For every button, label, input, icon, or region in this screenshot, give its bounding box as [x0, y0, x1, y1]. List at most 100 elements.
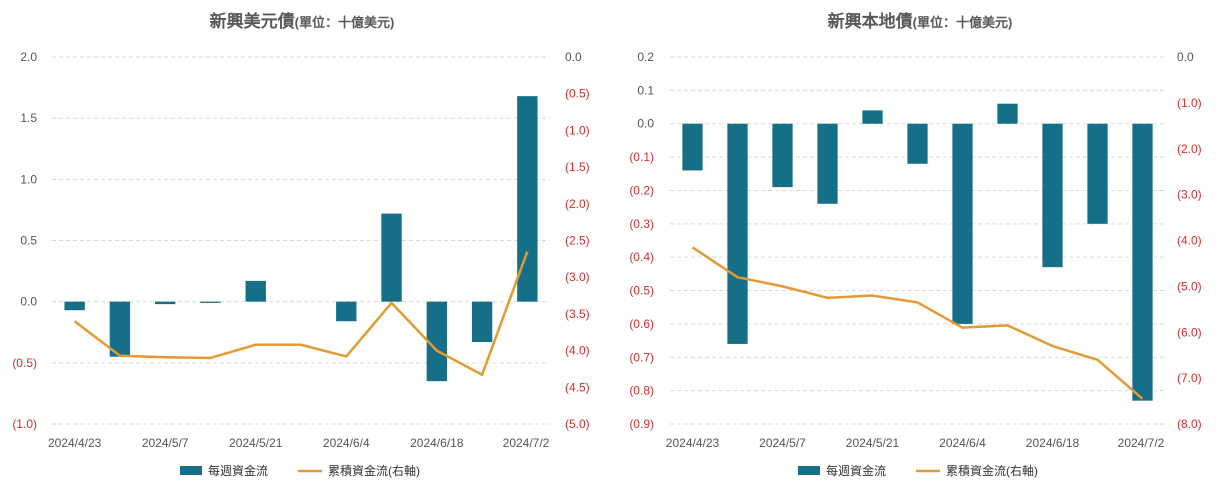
- bar: [245, 280, 266, 302]
- y-right-tick-label: (1.5): [565, 160, 590, 174]
- bar: [1087, 123, 1108, 224]
- y-left-tick-label: 0.1: [637, 83, 654, 97]
- x-tick-label: 2024/5/7: [142, 436, 189, 450]
- bar: [336, 301, 357, 322]
- y-left-tick-label: (0.1): [629, 150, 654, 164]
- y-left-tick-label: 0.0: [637, 117, 654, 131]
- x-tick-label: 2024/6/4: [939, 436, 986, 450]
- bar-series: [682, 103, 1153, 401]
- y-left-tick-label: (0.7): [629, 350, 654, 364]
- y-left-tick-label: (0.9): [629, 417, 654, 431]
- y-right-tick-label: (3.0): [1177, 188, 1202, 202]
- bar: [682, 123, 703, 171]
- chart-emerging-usd-bonds: 新興美元債(單位：十億美元) 2.0 1.5 1.0 0.5 0.0 (0.5) (1.0)…: [12, 11, 589, 478]
- bar: [200, 301, 221, 303]
- y-left-tick-label: (0.8): [629, 384, 654, 398]
- bar: [426, 301, 448, 382]
- x-tick-label: 2024/6/4: [323, 436, 370, 450]
- y-right-tick-label: 0.0: [1177, 50, 1194, 64]
- bar: [1132, 123, 1153, 401]
- y-right-tick-label: (5.0): [565, 417, 590, 431]
- y-left-tick-label: (0.4): [629, 250, 654, 264]
- y-right-tick-label: (8.0): [1177, 417, 1202, 431]
- chart-emerging-local-bonds: 新興本地債(單位：十億美元) 0.2 0.1 0.0 (0.1) (0.2) (0.3) (…: [629, 11, 1201, 478]
- chart-title-unit: (單位：十億美元): [295, 15, 395, 30]
- y-right-tick-label: (2.0): [1177, 142, 1202, 156]
- legend-bar-swatch: [180, 466, 202, 475]
- x-tick-label: 2024/5/21: [846, 436, 900, 450]
- x-tick-label: 2024/6/18: [1026, 436, 1080, 450]
- legend-bar-label: 每週資金流: [826, 463, 886, 478]
- y-left-tick-label: (1.0): [12, 417, 37, 431]
- y-left-tick-label: 1.0: [20, 172, 37, 186]
- legend: 每週資金流 累積資金流(右軸): [798, 463, 1038, 478]
- y-axis-left: 2.0 1.5 1.0 0.5 0.0 (0.5) (1.0): [12, 50, 37, 431]
- chart-title-unit: (單位：十億美元): [913, 15, 1013, 30]
- x-tick-label: 2024/7/2: [1118, 436, 1165, 450]
- bar: [907, 123, 928, 164]
- cumulative-flow-line: [691, 246, 1144, 400]
- x-tick-label: 2024/4/23: [666, 436, 720, 450]
- x-tick-label: 2024/7/2: [503, 436, 550, 450]
- legend-bar-swatch: [798, 466, 820, 475]
- bar: [381, 213, 402, 302]
- legend-line-label: 累積資金流(右軸): [946, 463, 1038, 478]
- cumulative-flow-line: [73, 251, 529, 377]
- y-right-tick-label: (4.0): [565, 344, 590, 358]
- y-left-tick-label: 1.5: [20, 111, 37, 125]
- legend-bar-label: 每週資金流: [208, 463, 268, 478]
- gridlines: [52, 56, 550, 425]
- y-left-tick-label: 0.2: [637, 50, 654, 64]
- chart-title: 新興美元債(單位：十億美元): [210, 11, 395, 31]
- y-right-tick-label: (3.0): [565, 270, 590, 284]
- bar: [109, 301, 131, 357]
- bar: [772, 123, 793, 188]
- x-tick-label: 2024/4/23: [48, 436, 102, 450]
- y-left-tick-label: (0.5): [12, 356, 37, 370]
- y-right-tick-label: (2.5): [565, 234, 590, 248]
- y-axis-left: 0.2 0.1 0.0 (0.1) (0.2) (0.3) (0.4) (0.5) (0.6) (…: [629, 50, 654, 431]
- chart-title-main: 新興本地債: [828, 11, 913, 31]
- y-axis-right: 0.0 (1.0) (2.0) (3.0) (4.0) (5.0) (6.0) (7.0) (8…: [1177, 50, 1202, 431]
- y-right-tick-label: (0.5): [565, 87, 590, 101]
- x-axis: 2024/4/23 2024/5/7 2024/5/21 2024/6/4 2024/6…: [48, 436, 550, 450]
- x-tick-label: 2024/6/18: [410, 436, 464, 450]
- bar: [64, 301, 85, 311]
- legend-line-label: 累積資金流(右軸): [328, 463, 420, 478]
- y-axis-right: 0.0 (0.5) (1.0) (1.5) (2.0) (2.5) (3.0) (3.5) (4…: [565, 50, 590, 431]
- bar: [817, 123, 838, 204]
- y-right-tick-label: (3.5): [565, 307, 590, 321]
- bar: [1042, 123, 1063, 268]
- chart-title: 新興本地債(單位：十億美元): [828, 11, 1013, 31]
- y-left-tick-label: (0.6): [629, 317, 654, 331]
- bar: [952, 123, 973, 324]
- bar: [862, 110, 883, 124]
- y-right-tick-label: (1.0): [1177, 96, 1202, 110]
- y-left-tick-label: (0.2): [629, 183, 654, 197]
- bar: [997, 103, 1018, 124]
- bar: [727, 123, 748, 344]
- y-left-tick-label: 0.0: [20, 295, 37, 309]
- bar-series: [64, 96, 538, 382]
- y-right-tick-label: (4.0): [1177, 234, 1202, 248]
- y-right-tick-label: (5.0): [1177, 279, 1202, 293]
- y-left-tick-label: (0.3): [629, 217, 654, 231]
- x-axis: 2024/4/23 2024/5/7 2024/5/21 2024/6/4 2024/6…: [666, 436, 1165, 450]
- y-right-tick-label: (7.0): [1177, 371, 1202, 385]
- y-left-tick-label: 2.0: [20, 50, 37, 64]
- chart-title-main: 新興美元債: [210, 11, 295, 31]
- legend: 每週資金流 累積資金流(右軸): [180, 463, 420, 478]
- line-series: [691, 246, 1144, 400]
- y-right-tick-label: (4.5): [565, 380, 590, 394]
- bar: [517, 96, 538, 302]
- x-tick-label: 2024/5/7: [759, 436, 806, 450]
- y-right-tick-label: (2.0): [565, 197, 590, 211]
- bar: [471, 301, 493, 343]
- y-right-tick-label: (6.0): [1177, 325, 1202, 339]
- bar: [154, 301, 176, 305]
- x-tick-label: 2024/5/21: [229, 436, 283, 450]
- y-left-tick-label: (0.5): [629, 284, 654, 298]
- y-right-tick-label: (1.0): [565, 123, 590, 137]
- line-series: [73, 251, 529, 377]
